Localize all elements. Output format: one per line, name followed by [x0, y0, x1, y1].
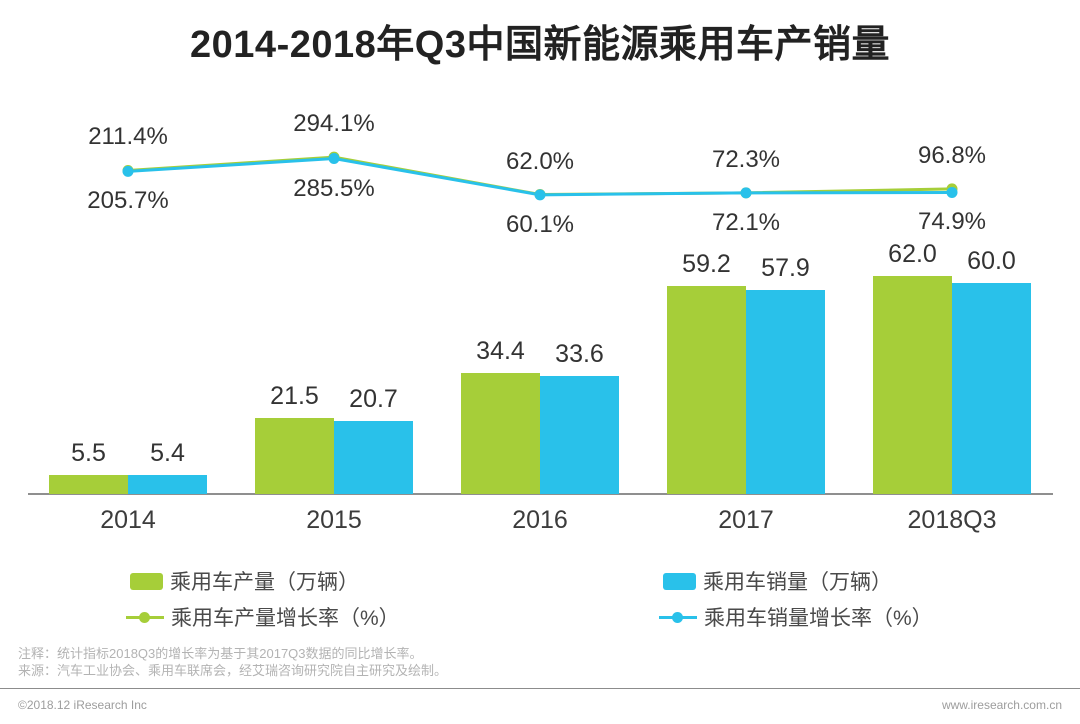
sales-bar	[952, 282, 1031, 494]
production-value-label: 21.5	[270, 382, 319, 411]
sales-bar	[128, 474, 207, 494]
sales-value-label: 60.0	[967, 246, 1016, 275]
production-growth-label: 72.3%	[711, 145, 781, 173]
production-bar	[461, 372, 540, 494]
chart-notes: 注释：统计指标2018Q3的增长率为基于其2017Q3数据的同比增长率。 来源：…	[18, 645, 447, 679]
chart-title: 2014-2018年Q3中国新能源乘用车产销量	[190, 24, 890, 66]
production-value-label: 5.5	[71, 438, 106, 467]
production-line-marker-icon	[126, 609, 164, 626]
sales-growth-point	[122, 165, 134, 177]
legend-item-production: 乘用车产量（万辆）	[130, 566, 359, 596]
production-value-label: 34.4	[476, 336, 525, 365]
production-swatch-icon	[130, 572, 163, 590]
sales-growth-label: 60.1%	[505, 210, 575, 238]
production-bar	[873, 275, 952, 494]
sales-bar	[540, 375, 619, 494]
legend-label-production-growth: 乘用车产量增长率（%）	[171, 607, 400, 630]
legend-item-sales: 乘用车销量（万辆）	[663, 566, 892, 596]
footer-divider	[0, 688, 1080, 689]
production-value-label: 59.2	[682, 249, 731, 278]
note-line-1: 注释：统计指标2018Q3的增长率为基于其2017Q3数据的同比增长率。	[18, 646, 423, 661]
production-growth-point	[946, 183, 958, 195]
production-growth-label: 294.1%	[293, 110, 375, 138]
production-growth-point	[534, 189, 546, 201]
production-bar	[667, 285, 746, 494]
legend-label-sales: 乘用车销量（万辆）	[703, 571, 892, 594]
sales-value-label: 33.6	[555, 339, 604, 368]
sales-line-marker-icon	[659, 609, 697, 626]
sales-value-label: 57.9	[761, 254, 810, 283]
production-growth-point	[328, 151, 340, 163]
sales-growth-point	[946, 186, 958, 198]
note-line-2: 来源：汽车工业协会、乘用车联席会，经艾瑞咨询研究院自主研究及绘制。	[18, 663, 448, 678]
x-axis-line	[28, 493, 1053, 495]
sales-growth-label: 205.7%	[87, 187, 169, 215]
production-growth-label: 96.8%	[917, 141, 987, 169]
sales-growth-label: 285.5%	[293, 174, 375, 202]
copyright-text: ©2018.12 iResearch Inc	[18, 698, 147, 712]
x-axis-label: 2017	[718, 506, 774, 534]
sales-growth-point	[534, 189, 546, 201]
sales-value-label: 5.4	[150, 438, 185, 467]
x-axis-label: 2016	[512, 506, 568, 534]
sales-growth-point	[328, 153, 340, 165]
legend-item-production-growth: 乘用车产量增长率（%）	[126, 602, 400, 632]
legend-item-sales-growth: 乘用车销量增长率（%）	[659, 602, 933, 632]
website-url: www.iresearch.com.cn	[941, 698, 1062, 712]
production-bar	[255, 418, 334, 494]
sales-growth-label: 72.1%	[711, 208, 781, 236]
x-axis-label: 2018Q3	[907, 506, 997, 534]
production-growth-point	[740, 187, 752, 199]
x-axis-label: 2015	[306, 506, 362, 534]
production-growth-label: 62.0%	[505, 147, 575, 175]
production-growth-label: 211.4%	[88, 123, 168, 151]
production-growth-point	[122, 164, 134, 176]
production-value-label: 62.0	[888, 239, 937, 268]
sales-bar	[334, 421, 413, 494]
footer: ©2018.12 iResearch Inc www.iresearch.com…	[18, 698, 1062, 712]
sales-swatch-icon	[663, 572, 696, 590]
legend-label-sales-growth: 乘用车销量增长率（%）	[704, 607, 933, 630]
production-bar	[49, 474, 128, 494]
sales-value-label: 20.7	[349, 385, 398, 414]
sales-bar	[746, 290, 825, 494]
x-axis-label: 2014	[100, 506, 156, 534]
sales-growth-point	[740, 187, 752, 199]
legend-label-production: 乘用车产量（万辆）	[170, 571, 359, 594]
sales-growth-label: 74.9%	[917, 208, 987, 236]
